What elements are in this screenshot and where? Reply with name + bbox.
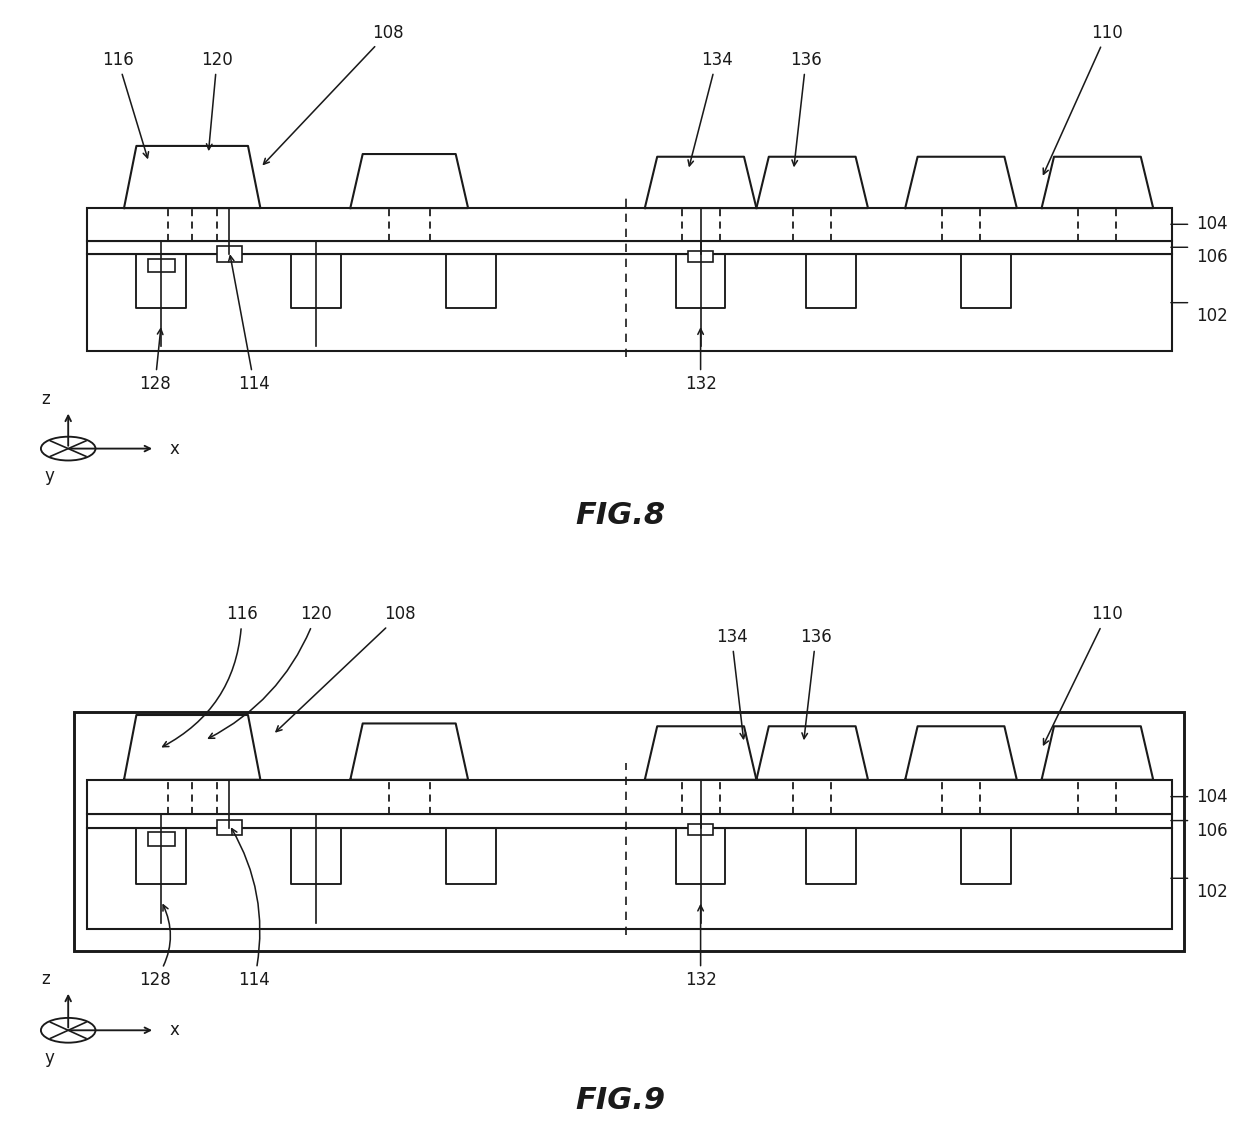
FancyBboxPatch shape xyxy=(217,247,242,261)
Text: 104: 104 xyxy=(1197,788,1229,805)
Text: 102: 102 xyxy=(1197,307,1229,325)
Text: z: z xyxy=(41,390,51,408)
Text: 132: 132 xyxy=(684,905,717,990)
FancyBboxPatch shape xyxy=(87,241,1172,254)
Text: FIG.8: FIG.8 xyxy=(575,501,665,529)
Text: 104: 104 xyxy=(1197,215,1229,233)
FancyBboxPatch shape xyxy=(87,254,1172,351)
Text: 136: 136 xyxy=(790,51,822,166)
Text: x: x xyxy=(170,439,180,457)
Text: 108: 108 xyxy=(277,606,417,732)
Text: 110: 110 xyxy=(1043,24,1123,175)
Text: 136: 136 xyxy=(800,628,832,739)
FancyBboxPatch shape xyxy=(87,208,1172,241)
Text: 120: 120 xyxy=(208,606,332,739)
Text: 116: 116 xyxy=(162,606,258,747)
Text: x: x xyxy=(170,1021,180,1039)
Text: 114: 114 xyxy=(228,256,270,393)
Text: 134: 134 xyxy=(688,51,733,166)
Text: 102: 102 xyxy=(1197,884,1229,901)
FancyBboxPatch shape xyxy=(87,813,1172,828)
Text: y: y xyxy=(45,467,55,485)
Text: 106: 106 xyxy=(1197,822,1229,840)
FancyBboxPatch shape xyxy=(688,824,713,835)
Text: 132: 132 xyxy=(684,329,717,393)
Text: 110: 110 xyxy=(1044,606,1123,744)
FancyBboxPatch shape xyxy=(688,251,713,261)
Text: 108: 108 xyxy=(264,24,404,164)
Text: 114: 114 xyxy=(232,829,270,990)
FancyBboxPatch shape xyxy=(148,259,175,271)
Text: y: y xyxy=(45,1049,55,1067)
Text: 106: 106 xyxy=(1197,248,1229,266)
FancyBboxPatch shape xyxy=(148,832,175,846)
FancyBboxPatch shape xyxy=(217,820,242,835)
FancyBboxPatch shape xyxy=(87,779,1172,813)
Text: 116: 116 xyxy=(102,51,149,158)
Text: FIG.9: FIG.9 xyxy=(575,1085,665,1115)
Text: 128: 128 xyxy=(139,329,171,393)
Text: 120: 120 xyxy=(201,51,233,150)
FancyBboxPatch shape xyxy=(87,828,1172,929)
Text: z: z xyxy=(41,971,51,989)
Text: 134: 134 xyxy=(715,628,748,739)
Text: 128: 128 xyxy=(139,905,171,990)
